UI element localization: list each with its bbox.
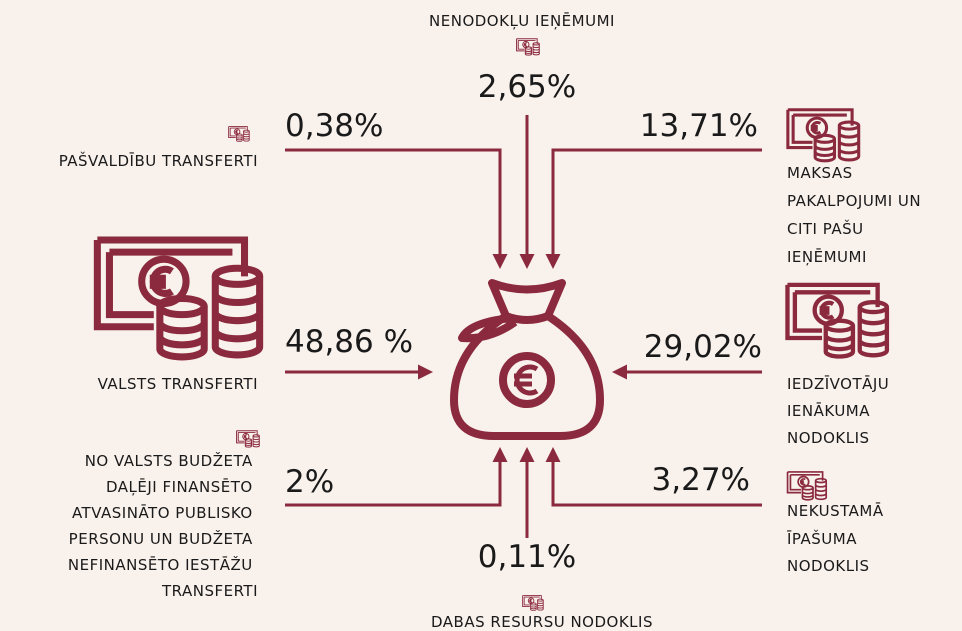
label-line: DABAS RESURSU NODOKLIS: [431, 613, 653, 631]
label: PAŠVALDĪBU TRANSFERTI: [59, 151, 258, 170]
label: MAKSAS PAKALPOJUMI UN CITI PAŠU IEŅĒMUMI: [787, 164, 926, 266]
value: 13,71%: [640, 108, 758, 144]
texts: NENODOKĻU IEŅĒMUMI 2,65% PAŠVALDĪBU TRAN…: [59, 12, 926, 631]
label-line: VALSTS TRANSFERTI: [98, 375, 258, 393]
icon: [786, 471, 828, 501]
label-line: PAŠVALDĪBU TRANSFERTI: [59, 151, 258, 170]
label-line: NODOKLIS: [787, 557, 870, 575]
value: 29,02%: [644, 329, 762, 365]
label-line: PAKALPOJUMI UN: [787, 192, 921, 210]
value: 0,38%: [285, 108, 383, 144]
label-line: MAKSAS: [787, 164, 853, 182]
arrows: [285, 115, 762, 538]
value: 3,27%: [652, 462, 750, 498]
label: VALSTS TRANSFERTI: [98, 375, 258, 393]
label: DABAS RESURSU NODOKLIS: [431, 613, 653, 631]
label: IEDZĪVOTĀJU IENĀKUMA NODOKLIS: [787, 375, 895, 447]
money-bag: [450, 279, 604, 440]
value: 2%: [285, 464, 334, 500]
label-line: ĪPAŠUMA: [787, 529, 857, 548]
label-line: ATVASINĀTO PUBLISKO: [72, 504, 253, 522]
label-line: NEFINANSĒTO IESTĀŽU: [68, 555, 253, 574]
label-line: IEŅĒMUMI: [787, 248, 867, 266]
icon: [786, 108, 861, 163]
label: NENODOKĻU IEŅĒMUMI: [429, 12, 615, 30]
label-line: NO VALSTS BUDŽETA: [85, 451, 253, 470]
icon: [97, 240, 259, 357]
label-line: NEKUSTAMĀ: [787, 502, 884, 520]
label-line: NENODOKĻU IEŅĒMUMI: [429, 12, 615, 30]
label-line: DAĻĒJI FINANSĒTO: [106, 478, 253, 496]
label-line: IEDZĪVOTĀJU: [787, 375, 889, 393]
value: 0,11%: [478, 539, 576, 575]
value: 2,65%: [478, 69, 576, 105]
icon: [228, 126, 250, 142]
label: NEKUSTAMĀ ĪPAŠUMA NODOKLIS: [787, 502, 889, 575]
label-line: NODOKLIS: [787, 429, 870, 447]
value: 48,86 %: [285, 324, 413, 360]
icon: [787, 285, 886, 357]
label: NO VALSTS BUDŽETA DAĻĒJI FINANSĒTO ATVAS…: [68, 451, 258, 600]
label-line: PERSONU UN BUDŽETA: [69, 529, 253, 548]
label-line: TRANSFERTI: [161, 582, 258, 600]
icon: [236, 430, 260, 448]
icon: [516, 38, 540, 56]
label-line: CITI PAŠU: [787, 219, 864, 238]
label-line: IENĀKUMA: [787, 402, 870, 420]
icon: [522, 595, 544, 611]
